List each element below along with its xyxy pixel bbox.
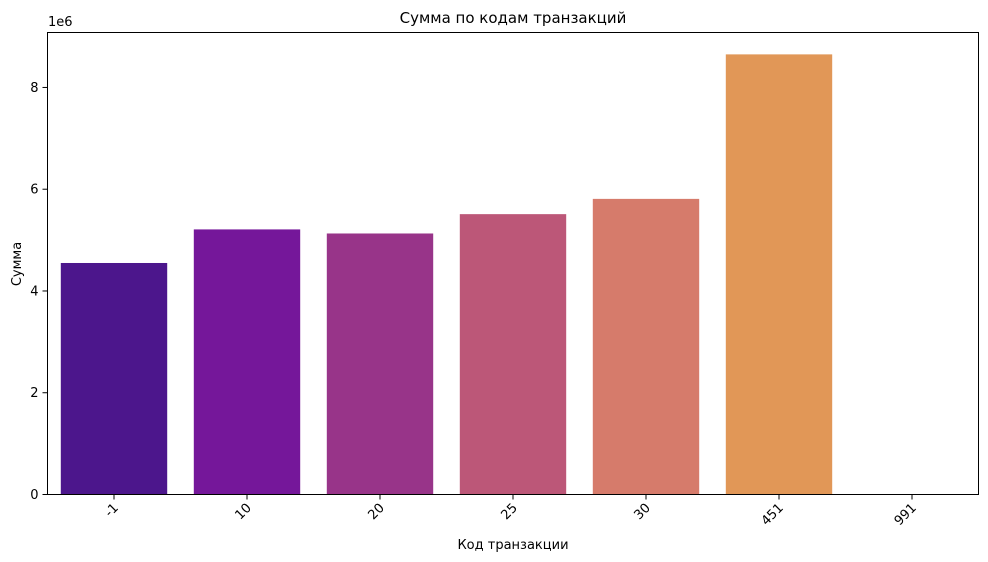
x-tick-label: -1 xyxy=(102,501,122,521)
x-tick-label: 451 xyxy=(759,501,787,529)
chart-title: Сумма по кодам транзакций xyxy=(400,9,627,27)
x-tick-label: 20 xyxy=(366,501,388,523)
bar--1 xyxy=(60,262,168,495)
x-tick-label: 30 xyxy=(632,501,654,523)
plot-frame xyxy=(47,32,979,495)
x-tick-label: 991 xyxy=(892,501,920,529)
bar-10 xyxy=(193,229,301,495)
x-axis-label: Код транзакции xyxy=(457,538,568,553)
y-tick-label: 2 xyxy=(30,386,38,401)
x-tick-label: 10 xyxy=(233,501,255,523)
y-axis-ticks: 0 2 4 6 8 xyxy=(30,81,48,503)
y-axis-offset-label: 1e6 xyxy=(48,15,73,30)
x-tick-label: 25 xyxy=(499,501,521,523)
y-tick-label: 4 xyxy=(30,284,38,299)
y-tick-label: 8 xyxy=(30,81,38,96)
bar-25 xyxy=(459,214,567,495)
x-axis-ticks: -1 10 20 25 30 451 991 xyxy=(102,494,920,529)
bars-group xyxy=(60,54,833,495)
bar-30 xyxy=(592,198,700,495)
y-tick-label: 6 xyxy=(30,183,38,198)
bar-20 xyxy=(326,233,434,495)
y-tick-label: 0 xyxy=(30,488,38,503)
y-axis-label: Сумма xyxy=(10,242,25,286)
bar-451 xyxy=(725,54,833,495)
